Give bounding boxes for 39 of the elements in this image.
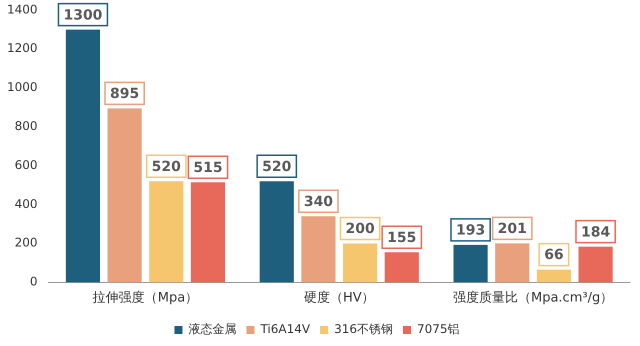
x-tick-label: 拉伸强度（Mpa）	[92, 290, 198, 306]
y-tick-label: 600	[14, 158, 38, 172]
legend-label: 316不锈钢	[334, 322, 393, 336]
data-label: 193	[456, 222, 486, 239]
bar	[301, 216, 336, 282]
x-tick-label: 强度质量比（Mpa.cm³/g）	[452, 290, 614, 306]
legend-label: Ti6A14V	[259, 322, 311, 336]
bar	[454, 244, 488, 282]
bar	[495, 243, 530, 282]
y-tick-label: 200	[14, 236, 38, 250]
bar	[536, 270, 572, 282]
y-tick-label: 800	[14, 118, 38, 133]
y-tick-label: 1000	[6, 80, 38, 94]
bar	[66, 30, 100, 282]
y-tick-label: 1400	[6, 2, 38, 16]
bar	[260, 181, 294, 282]
data-label: 520	[262, 158, 292, 175]
data-label: 155	[387, 230, 416, 246]
data-label: 200	[345, 221, 375, 238]
data-label: 895	[110, 86, 140, 102]
data-label: 1300	[63, 7, 103, 24]
y-tick-label: 400	[14, 196, 38, 211]
y-tick-label: 0	[30, 274, 38, 289]
bar	[108, 108, 142, 282]
data-label: 340	[304, 194, 334, 210]
bar	[578, 246, 613, 282]
bar	[149, 181, 184, 282]
data-label: 520	[152, 158, 182, 175]
bar	[190, 182, 226, 282]
x-tick-label: 硬度（HV）	[304, 290, 375, 306]
bar	[384, 252, 419, 282]
bar	[343, 244, 378, 282]
data-label: 184	[580, 224, 610, 240]
data-label: 515	[193, 160, 223, 176]
legend-label: 液态金属	[188, 322, 236, 336]
data-label: 201	[498, 220, 527, 237]
data-label: 66	[544, 247, 564, 264]
y-tick-label: 1200	[6, 41, 38, 56]
legend-label: 7075铝	[416, 322, 460, 336]
